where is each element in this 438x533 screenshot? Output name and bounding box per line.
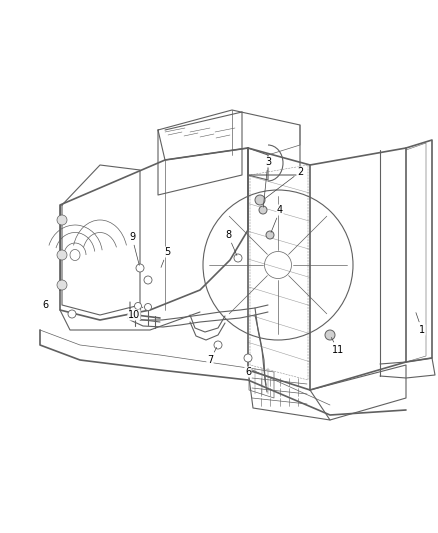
- Text: 10: 10: [128, 307, 143, 320]
- Circle shape: [57, 215, 67, 225]
- Circle shape: [68, 310, 76, 318]
- Circle shape: [244, 354, 252, 362]
- Text: 8: 8: [225, 230, 237, 255]
- Circle shape: [234, 254, 242, 262]
- Circle shape: [214, 341, 222, 349]
- Text: 4: 4: [271, 205, 283, 232]
- Circle shape: [266, 231, 274, 239]
- Text: 9: 9: [129, 232, 139, 265]
- Text: 6: 6: [245, 367, 251, 377]
- Circle shape: [259, 206, 267, 214]
- Circle shape: [144, 276, 152, 284]
- Circle shape: [57, 250, 67, 260]
- Circle shape: [255, 195, 265, 205]
- Text: 6: 6: [42, 300, 48, 310]
- Text: 3: 3: [263, 157, 271, 207]
- Circle shape: [57, 280, 67, 290]
- Text: 7: 7: [207, 348, 217, 365]
- Circle shape: [325, 330, 335, 340]
- Text: 5: 5: [161, 247, 170, 268]
- Text: 11: 11: [331, 337, 344, 355]
- Circle shape: [136, 264, 144, 272]
- Text: 1: 1: [416, 313, 425, 335]
- Circle shape: [134, 303, 141, 310]
- Text: 2: 2: [265, 167, 303, 198]
- Circle shape: [145, 303, 152, 311]
